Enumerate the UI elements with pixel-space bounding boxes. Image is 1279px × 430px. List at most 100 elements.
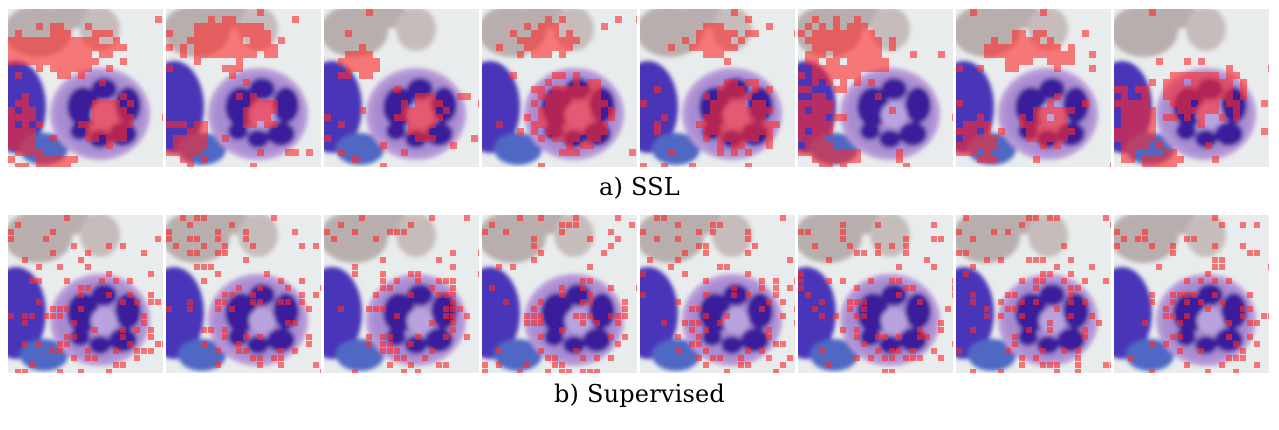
attention-map-tile: [640, 215, 795, 373]
nucleus-lobe: [563, 336, 585, 354]
nucleus-lobe: [267, 328, 295, 352]
nucleus-lobe: [541, 293, 573, 333]
attention-overlay: [798, 222, 953, 373]
attention-map-tile: [482, 9, 637, 167]
attention-map-image: [956, 9, 1111, 167]
attention-map-image: [482, 9, 637, 167]
attention-map-tile: [1114, 215, 1269, 373]
attention-overlay: [956, 9, 1111, 167]
nucleus-lobe: [860, 122, 880, 140]
nucleus-lobe: [247, 336, 269, 354]
nucleus-lobe: [879, 130, 901, 148]
red-blood-cell: [396, 215, 436, 257]
nucleus-lobe: [881, 78, 907, 100]
attention-map-tile: [324, 215, 479, 373]
attention-map-image: [324, 215, 479, 373]
attention-map-image: [956, 215, 1111, 373]
attention-map-tile: [8, 215, 163, 373]
lymphocyte: [324, 61, 362, 153]
attention-map-image: [166, 215, 321, 373]
ssl-attention-row: [8, 9, 1271, 167]
nucleus-lobe: [1176, 122, 1196, 140]
nucleus-lobe: [1057, 328, 1085, 352]
nucleus-lobe: [70, 328, 90, 346]
attention-overlay: [640, 215, 795, 373]
nucleus-lobe: [91, 78, 117, 100]
lymphocyte: [640, 267, 678, 359]
attention-overlay: [798, 16, 953, 167]
attention-map-tile: [798, 215, 953, 373]
nucleus-lobe: [407, 284, 433, 306]
nucleus-lobe: [89, 336, 111, 354]
attention-map-tile: [324, 9, 479, 167]
red-blood-cell: [1028, 215, 1068, 257]
nucleus-lobe: [721, 336, 743, 354]
red-blood-cell: [238, 215, 278, 257]
nucleus-lobe: [1018, 328, 1038, 346]
attention-map-image: [166, 9, 321, 167]
ssl-caption: a) SSL: [599, 173, 680, 201]
lymphocyte: [956, 267, 994, 359]
attention-map-tile: [482, 215, 637, 373]
red-blood-cell: [396, 9, 436, 51]
nucleus-lobe: [247, 130, 269, 148]
lymphocyte: [166, 267, 204, 359]
attention-map-tile: [798, 9, 953, 167]
nucleus-lobe: [899, 122, 927, 146]
blue-cell: [810, 339, 858, 371]
attention-map-image: [798, 215, 953, 373]
attention-overlay: [166, 9, 313, 167]
nucleus-lobe: [1063, 293, 1089, 329]
nucleus-lobe: [1215, 122, 1243, 146]
nucleus-lobe: [115, 293, 141, 329]
attention-overlay: [1114, 9, 1269, 167]
attention-overlay: [482, 215, 637, 373]
nucleus-lobe: [881, 284, 907, 306]
lymphocyte: [798, 267, 836, 359]
nucleus-lobe: [589, 293, 615, 329]
nucleus-lobe: [583, 328, 611, 352]
attention-map-image: [1114, 215, 1269, 373]
blue-cell: [494, 133, 542, 165]
nucleus-lobe: [741, 328, 769, 352]
nucleus-lobe: [273, 87, 299, 123]
attention-map-tile: [640, 9, 795, 167]
attention-overlay: [8, 16, 163, 167]
attention-overlay: [496, 16, 637, 167]
nucleus-lobe: [1039, 284, 1065, 306]
supervised-caption: b) Supervised: [553, 380, 725, 408]
attention-overlay: [640, 9, 795, 167]
attention-map-tile: [1114, 9, 1269, 167]
supervised-attention-row: [8, 215, 1271, 373]
attention-overlay: [956, 215, 1111, 373]
red-blood-cell: [1186, 9, 1226, 51]
lymphocyte: [640, 61, 678, 153]
nucleus-lobe: [405, 336, 427, 354]
nucleus-lobe: [1176, 328, 1196, 346]
attention-map-image: [640, 9, 795, 167]
attention-overlay: [1114, 215, 1269, 373]
nucleus-lobe: [225, 293, 257, 333]
attention-overlay: [324, 215, 479, 373]
attention-overlay: [8, 215, 163, 373]
nucleus-lobe: [905, 293, 931, 329]
blue-cell: [652, 339, 700, 371]
attention-map-tile: [166, 215, 321, 373]
nucleus-lobe: [905, 87, 931, 123]
attention-map-tile: [956, 9, 1111, 167]
lymphocyte: [482, 61, 520, 153]
attention-map-image: [640, 215, 795, 373]
attention-map-image: [1114, 9, 1269, 167]
blue-cell: [968, 339, 1016, 371]
nucleus-lobe: [91, 284, 117, 306]
attention-map-tile: [956, 215, 1111, 373]
lymphocyte: [1114, 267, 1152, 359]
lymphocyte: [324, 267, 362, 359]
nucleus-lobe: [1039, 78, 1065, 100]
attention-map-image: [324, 9, 479, 167]
nucleus-lobe: [67, 87, 99, 127]
blue-cell: [652, 133, 700, 165]
attention-map-image: [8, 215, 163, 373]
attention-overlay: [324, 9, 479, 167]
nucleus-lobe: [228, 328, 248, 346]
